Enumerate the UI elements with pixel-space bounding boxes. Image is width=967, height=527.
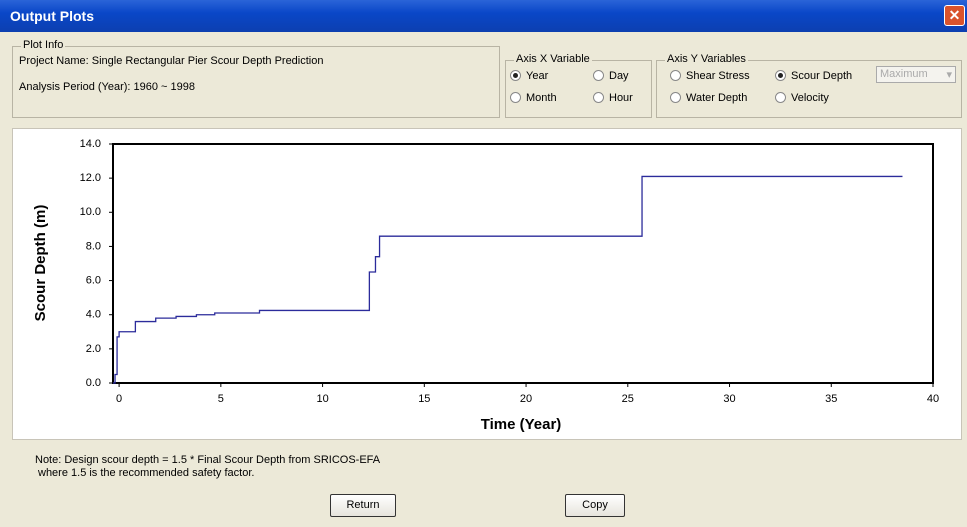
y-tick-label: 12.0 bbox=[80, 172, 101, 184]
y-tick-label: 10.0 bbox=[80, 206, 101, 218]
y-axis-title: Scour Depth (m) bbox=[32, 205, 49, 322]
note-line: where 1.5 is the recommended safety fact… bbox=[38, 467, 255, 479]
axis-y-group: Axis Y Variables bbox=[656, 53, 962, 118]
scour-line bbox=[113, 175, 903, 384]
window-title: Output Plots bbox=[10, 8, 94, 24]
x-tick-label: 10 bbox=[316, 393, 328, 405]
return-button[interactable]: Return bbox=[330, 494, 396, 517]
group-label: Plot Info bbox=[21, 39, 66, 51]
x-tick-label: 15 bbox=[418, 393, 430, 405]
radio-option[interactable]: Shear Stress bbox=[670, 70, 750, 82]
close-button[interactable]: ✕ bbox=[944, 5, 965, 26]
note-line: Note: Design scour depth = 1.5 * Final S… bbox=[35, 454, 381, 466]
x-tick-label: 5 bbox=[218, 393, 224, 405]
radio-option[interactable]: Year bbox=[510, 70, 548, 82]
radio-option[interactable]: Water Depth bbox=[670, 92, 747, 104]
y-tick-label: 14.0 bbox=[80, 138, 101, 150]
x-tick-label: 20 bbox=[520, 393, 532, 405]
y-tick-label: 8.0 bbox=[86, 240, 101, 252]
dropdown[interactable]: Maximum ▾ bbox=[876, 66, 956, 83]
x-tick-label: 30 bbox=[723, 393, 735, 405]
copy-button[interactable]: Copy bbox=[565, 494, 625, 517]
radio-option[interactable]: Scour Depth bbox=[775, 70, 852, 82]
group-label: Axis Y Variables bbox=[665, 53, 748, 65]
radio-option[interactable]: Hour bbox=[593, 92, 633, 104]
y-tick-label: 4.0 bbox=[86, 309, 101, 321]
y-tick-label: 0.0 bbox=[86, 377, 101, 389]
plot-info-group: Plot Info Project Name: Single Rectangul… bbox=[12, 39, 500, 118]
radio-option[interactable]: Month bbox=[510, 92, 557, 104]
project-name: Project Name: Single Rectangular Pier Sc… bbox=[19, 55, 324, 67]
radio-option[interactable]: Velocity bbox=[775, 92, 829, 104]
x-axis-title: Time (Year) bbox=[481, 416, 562, 433]
title-bar: Output Plots ✕ bbox=[0, 0, 967, 32]
plot-area bbox=[112, 143, 934, 384]
x-tick-label: 25 bbox=[622, 393, 634, 405]
y-tick-label: 6.0 bbox=[86, 274, 101, 286]
group-label: Axis X Variable bbox=[514, 53, 592, 65]
chart: Time (Year) Scour Depth (m) 0.0 2.0 4.0 6.0… bbox=[12, 128, 962, 440]
y-tick-label: 2.0 bbox=[86, 343, 101, 355]
radio-option[interactable]: Day bbox=[593, 70, 629, 82]
x-tick-label: 0 bbox=[116, 393, 122, 405]
x-tick-label: 40 bbox=[927, 393, 939, 405]
x-tick-label: 35 bbox=[825, 393, 837, 405]
dropdown-value: Maximum bbox=[880, 68, 928, 80]
analysis-period: Analysis Period (Year): 1960 ~ 1998 bbox=[19, 81, 196, 93]
axis-x-group: Axis X Variable bbox=[505, 53, 652, 118]
